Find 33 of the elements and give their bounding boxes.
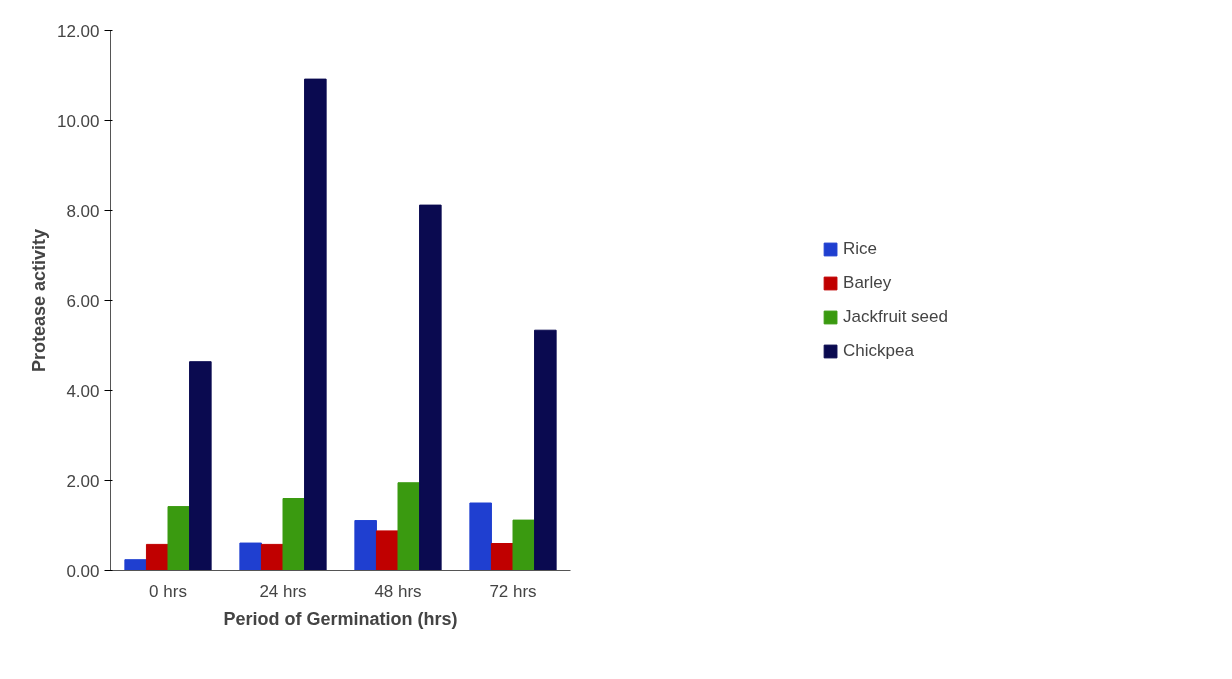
y-tick-label: 4.00 bbox=[66, 381, 100, 401]
bar bbox=[124, 559, 147, 571]
legend-label: Rice bbox=[843, 239, 878, 259]
x-tick-label: 0 hrs bbox=[149, 581, 187, 601]
bar bbox=[375, 530, 399, 571]
bar bbox=[490, 543, 514, 571]
bar bbox=[512, 519, 536, 571]
y-tick-label: 10.00 bbox=[56, 111, 100, 131]
y-tick-label: 8.00 bbox=[66, 201, 100, 221]
x-axis-title: Period of Germination (hrs) bbox=[223, 608, 458, 629]
bar bbox=[354, 520, 377, 571]
bar bbox=[167, 506, 191, 571]
bar bbox=[534, 329, 557, 571]
bar bbox=[282, 498, 306, 571]
legend-label: Barley bbox=[843, 273, 892, 293]
legend-label: Jackfruit seed bbox=[843, 307, 948, 327]
x-tick-label: 72 hrs bbox=[489, 581, 537, 601]
bar bbox=[189, 361, 212, 571]
y-tick-label: 6.00 bbox=[66, 291, 100, 311]
y-axis-title: Protease activity bbox=[28, 228, 49, 373]
y-tick-label: 0.00 bbox=[66, 561, 100, 581]
x-tick-label: 48 hrs bbox=[374, 581, 422, 601]
bar bbox=[469, 502, 492, 571]
y-tick-label: 2.00 bbox=[66, 471, 100, 491]
x-tick-label: 24 hrs bbox=[259, 581, 307, 601]
bar bbox=[397, 482, 421, 571]
legend-label: Chickpea bbox=[843, 341, 914, 361]
bar bbox=[304, 78, 327, 571]
bar bbox=[239, 542, 262, 571]
y-tick-label: 12.00 bbox=[56, 21, 100, 41]
bar bbox=[419, 204, 442, 571]
bar bbox=[145, 543, 169, 571]
bar bbox=[260, 543, 284, 571]
